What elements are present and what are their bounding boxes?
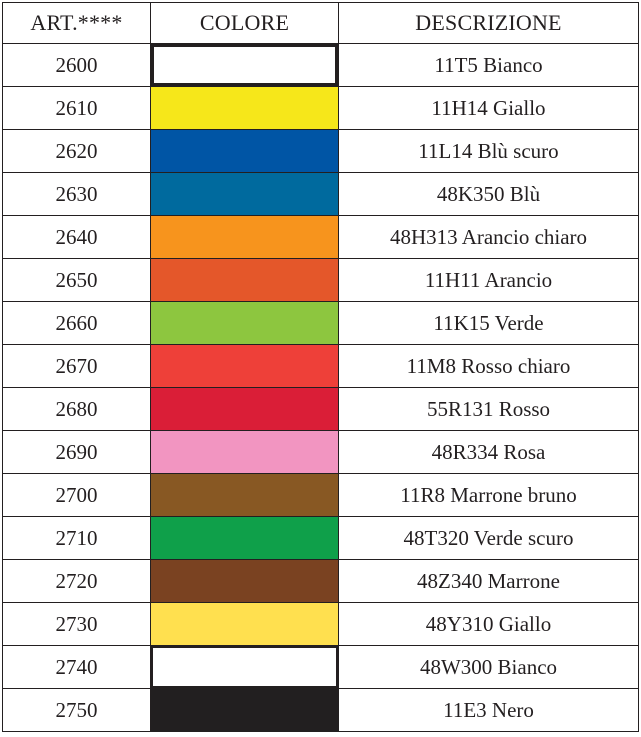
color-description: 48Y310 Giallo [338,602,639,646]
color-description: 48R334 Rosa [338,430,639,474]
color-swatch-brown [151,474,338,516]
table-row: 2670 11M8 Rosso chiaro [2,344,639,388]
art-code: 2610 [2,86,151,130]
color-swatch-black [151,689,338,731]
color-cell [150,344,339,388]
color-swatch-yellow [151,603,338,645]
art-code: 2630 [2,172,151,216]
art-code: 2690 [2,430,151,474]
color-swatch-dark-blue [151,130,338,172]
color-swatch-red [151,388,338,430]
color-cell [150,86,339,130]
color-description: 11M8 Rosso chiaro [338,344,639,388]
color-swatch-green [151,302,338,344]
art-code: 2700 [2,473,151,517]
color-description: 11R8 Marrone bruno [338,473,639,517]
table-row: 2730 48Y310 Giallo [2,602,639,646]
table-row: 2620 11L14 Blù scuro [2,129,639,173]
color-cell [150,688,339,732]
table-row: 2660 11K15 Verde [2,301,639,345]
color-swatch-dark-green [151,517,338,559]
art-code: 2660 [2,301,151,345]
header-row: ART.**** COLORE DESCRIZIONE [2,2,639,44]
art-code: 2680 [2,387,151,431]
header-color: COLORE [150,2,339,44]
art-code: 2750 [2,688,151,732]
color-description: 11H14 Giallo [338,86,639,130]
table-row: 2610 11H14 Giallo [2,86,639,130]
color-swatch-white [151,44,338,86]
table-row: 2720 48Z340 Marrone [2,559,639,603]
color-description: 11H11 Arancio [338,258,639,302]
color-cell [150,172,339,216]
color-cell [150,559,339,603]
art-code: 2650 [2,258,151,302]
color-description: 48T320 Verde scuro [338,516,639,560]
color-description: 48H313 Arancio chiaro [338,215,639,259]
color-description: 11E3 Nero [338,688,639,732]
table-row: 2600 11T5 Bianco [2,43,639,87]
table-header: ART.**** COLORE DESCRIZIONE [2,2,639,44]
color-swatch-yellow [151,87,338,129]
color-swatch-orange [151,259,338,301]
header-art: ART.**** [2,2,151,44]
color-cell [150,215,339,259]
color-cell [150,516,339,560]
table-row: 2690 48R334 Rosa [2,430,639,474]
art-code: 2710 [2,516,151,560]
color-cell [150,602,339,646]
table-row: 2740 48W300 Bianco [2,645,639,689]
color-cell [150,645,339,689]
color-description: 11T5 Bianco [338,43,639,87]
art-code: 2730 [2,602,151,646]
table-row: 2640 48H313 Arancio chiaro [2,215,639,259]
art-code: 2600 [2,43,151,87]
color-cell [150,473,339,517]
color-cell [150,301,339,345]
table-row: 2750 11E3 Nero [2,688,639,732]
color-description: 48W300 Bianco [338,645,639,689]
color-cell [150,43,339,87]
art-code: 2640 [2,215,151,259]
table-row: 2680 55R131 Rosso [2,387,639,431]
color-cell [150,430,339,474]
color-description: 11L14 Blù scuro [338,129,639,173]
color-description: 55R131 Rosso [338,387,639,431]
color-description: 48K350 Blù [338,172,639,216]
header-description: DESCRIZIONE [338,2,639,44]
color-swatch-white [151,646,338,688]
color-cell [150,258,339,302]
table-row: 2710 48T320 Verde scuro [2,516,639,560]
color-swatch-blue [151,173,338,215]
table-row: 2630 48K350 Blù [2,172,639,216]
color-cell [150,387,339,431]
table-body: 2600 11T5 Bianco 2610 11H14 Giallo 2620 11L14… [2,43,639,732]
art-code: 2720 [2,559,151,603]
art-code: 2620 [2,129,151,173]
color-description: 48Z340 Marrone [338,559,639,603]
color-swatch-light-orange [151,216,338,258]
color-swatch-dark-brown [151,560,338,602]
art-code: 2740 [2,645,151,689]
color-description: 11K15 Verde [338,301,639,345]
color-cell [150,129,339,173]
color-swatch-light-red [151,345,338,387]
art-code: 2670 [2,344,151,388]
table-row: 2650 11H11 Arancio [2,258,639,302]
table-row: 2700 11R8 Marrone bruno [2,473,639,517]
color-swatch-pink [151,431,338,473]
